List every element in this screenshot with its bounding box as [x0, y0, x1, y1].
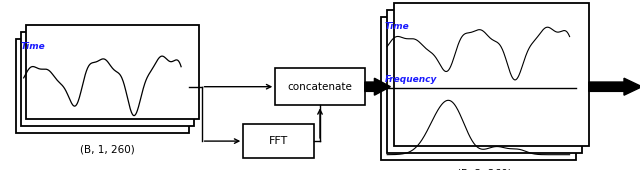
Bar	[394, 3, 589, 146]
Text: Frequency: Frequency	[385, 75, 437, 84]
FancyArrow shape	[365, 78, 390, 95]
Text: Time: Time	[385, 22, 410, 31]
Text: (B, 2, 260): (B, 2, 260)	[458, 168, 512, 170]
Bar	[381, 17, 576, 160]
Bar	[21, 32, 194, 126]
Text: Time: Time	[20, 42, 45, 51]
Text: concatenate: concatenate	[287, 82, 353, 92]
Text: FFT: FFT	[269, 136, 288, 146]
FancyArrow shape	[589, 78, 640, 95]
Bar	[26, 26, 199, 119]
Bar	[243, 124, 314, 158]
Bar	[387, 10, 582, 153]
Text: (B, 1, 260): (B, 1, 260)	[80, 145, 135, 155]
Bar	[275, 68, 365, 105]
Bar	[16, 39, 189, 133]
